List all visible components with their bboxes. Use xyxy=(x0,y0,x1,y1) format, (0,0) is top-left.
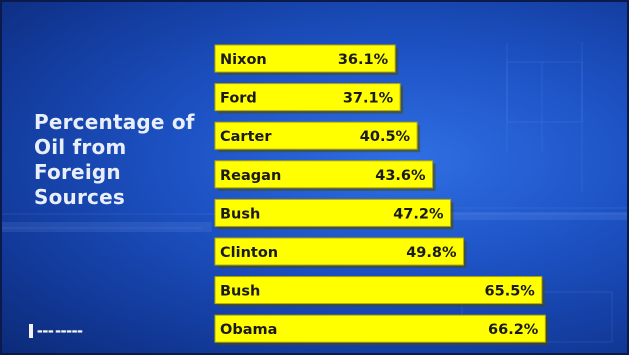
bar xyxy=(214,44,396,73)
bar-group: Nixon 36.1% xyxy=(214,44,399,75)
bar-category-label: Nixon xyxy=(220,52,267,68)
bar xyxy=(214,121,418,150)
bar-category-label: Carter xyxy=(220,129,272,145)
publisher-logo-icon xyxy=(29,324,33,338)
bar-group: Carter 40.5% xyxy=(214,121,421,153)
bar-category-label: Clinton xyxy=(220,245,278,261)
bar-group: Obama 66.2% xyxy=(214,314,549,346)
bar-category-label: Bush xyxy=(220,206,260,222)
bar-category-label: Obama xyxy=(220,322,277,338)
bar-group: Bush 65.5% xyxy=(214,276,545,307)
bar-category-label: Ford xyxy=(220,91,257,107)
bar-value-label: 65.5% xyxy=(485,284,536,300)
bar-value-label: 66.2% xyxy=(488,322,539,338)
bar-group: Ford 37.1% xyxy=(214,83,404,114)
bar-value-label: 47.2% xyxy=(393,206,444,222)
bar-group: Reagan 43.6% xyxy=(214,160,436,191)
bar-group: Clinton 49.8% xyxy=(214,237,467,268)
bar-value-label: 49.8% xyxy=(406,245,457,261)
slide-title: Percentage of Oil from Foreign Sources xyxy=(34,110,195,209)
publisher-logo: ▬▬▬ ▬▬▬▬▬ xyxy=(29,324,83,338)
bar-value-label: 36.1% xyxy=(338,52,389,68)
bar-value-label: 37.1% xyxy=(343,91,394,107)
bar-group: Bush 47.2% xyxy=(214,198,454,230)
bar-category-label: Reagan xyxy=(220,168,281,184)
bar-category-label: Bush xyxy=(220,284,260,300)
bar xyxy=(214,276,543,305)
bar xyxy=(214,314,546,343)
bar xyxy=(214,83,401,112)
bar xyxy=(214,198,452,227)
publisher-logo-wordmark: ▬▬▬ ▬▬▬▬▬ xyxy=(37,327,83,335)
bar-value-label: 40.5% xyxy=(360,129,411,145)
bar xyxy=(214,237,465,266)
bar xyxy=(214,160,434,189)
bar-value-label: 43.6% xyxy=(375,168,426,184)
